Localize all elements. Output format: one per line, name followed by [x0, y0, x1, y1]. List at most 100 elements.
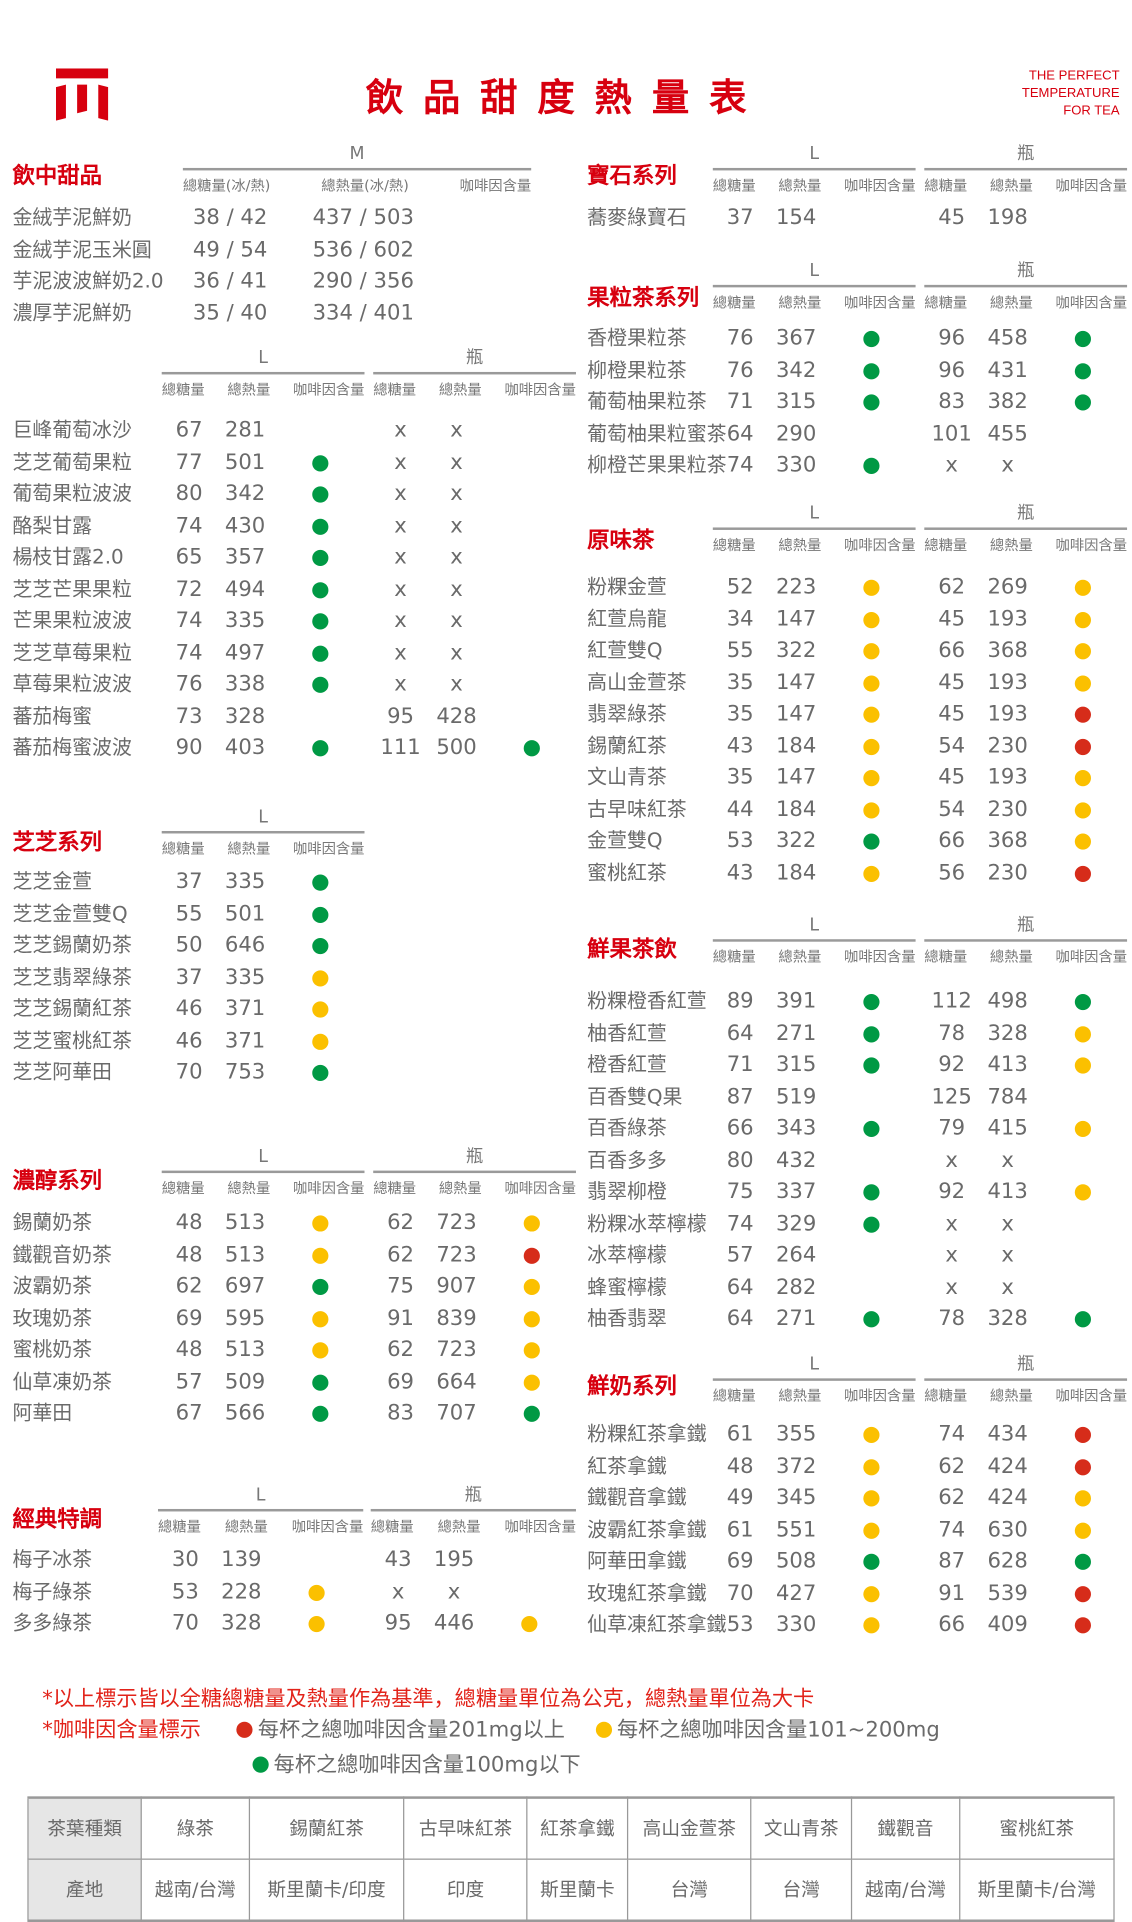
caffeine-yellow-dot-icon [862, 643, 879, 660]
size-label: 瓶 [464, 1485, 483, 1506]
size-label: 瓶 [465, 348, 484, 369]
calorie-value: 646 [224, 932, 266, 958]
caffeine-green-dot-icon [311, 1064, 328, 1082]
drink-name: 仙草凍奶茶 [12, 1369, 112, 1393]
caffeine-green-dot-icon [311, 937, 328, 955]
green-dot-icon [252, 1756, 269, 1773]
caffeine-green-dot-icon [1074, 362, 1091, 379]
column-header: 咖啡因含量 [504, 1517, 576, 1536]
calorie-value: 509 [224, 1369, 266, 1394]
sugar-value: 66 [938, 1612, 966, 1638]
size-label: L [809, 144, 820, 165]
calorie-value: 784 [987, 1084, 1028, 1110]
caffeine-yellow-dot-icon [523, 1342, 540, 1359]
sugar-value: 95 [384, 1610, 412, 1636]
calorie-value: x [450, 449, 463, 475]
tea-type-cell: 錫蘭紅茶 [248, 1796, 405, 1860]
caffeine-red-dot-icon [1074, 865, 1091, 882]
caffeine-green-dot-icon [311, 906, 328, 923]
calorie-value: 355 [775, 1421, 817, 1447]
calorie-value: 723 [436, 1337, 477, 1363]
sugar-value: x [394, 417, 407, 443]
calorie-value: 184 [775, 860, 817, 886]
calorie-value: 315 [775, 389, 817, 415]
column-header: 總糖量 [161, 1179, 205, 1197]
sugar-value: 101 [931, 421, 972, 446]
calorie-value: 322 [775, 638, 817, 664]
calorie-value: 328 [987, 1306, 1028, 1332]
sugar-value: x [394, 513, 407, 539]
sugar-value: 62 [387, 1242, 415, 1268]
section-title: 芝芝系列 [12, 829, 103, 856]
caffeine-green-dot-icon [1074, 330, 1091, 348]
calorie-value: 269 [987, 574, 1028, 600]
sugar-value: 96 [938, 357, 966, 383]
sugar-value: 57 [175, 1369, 203, 1394]
column-header: 總糖量 [373, 1179, 417, 1197]
origin-cell: 斯里蘭卡/台灣 [958, 1858, 1115, 1922]
drink-name: 蕃茄梅蜜 [12, 703, 93, 728]
caffeine-yellow-dot-icon [1074, 674, 1091, 692]
column-header: 總糖量 [370, 1517, 414, 1536]
caffeine-green-dot-icon [311, 740, 328, 757]
column-headers: 總糖量 總熱量 咖啡因含量 [924, 948, 1127, 965]
drink-name: 玫瑰奶茶 [12, 1305, 93, 1330]
tea-type-cell: 鐵觀音 [850, 1796, 961, 1860]
caffeine-green-dot-icon [523, 740, 540, 757]
size-label: L [809, 261, 820, 282]
size-label: L [258, 348, 268, 369]
sugar-value: 35 / 40 [192, 300, 268, 326]
tagline-line: TEMPERATURE [1021, 85, 1120, 101]
sugar-value: 53 [726, 828, 754, 854]
caffeine-yellow-dot-icon [311, 1215, 328, 1232]
drink-name: 芝芝金萱雙Q [12, 901, 128, 925]
calorie-value: 154 [775, 205, 817, 231]
calorie-value: 432 [775, 1147, 817, 1173]
drink-name: 金絨芋泥鮮奶 [12, 205, 132, 229]
drink-name: 鐵觀音奶茶 [12, 1242, 112, 1266]
calorie-value: 193 [987, 669, 1028, 695]
tea-type-header: 茶葉種類 [27, 1796, 142, 1860]
calorie-value: 697 [224, 1273, 266, 1299]
sugar-value: x [945, 1242, 958, 1268]
calorie-value: x [450, 671, 463, 697]
sugar-value: 64 [726, 1020, 754, 1046]
drink-name: 波霸奶茶 [12, 1273, 93, 1298]
sugar-value: 43 [726, 733, 754, 759]
drink-name: 翡翠柳橙 [587, 1179, 667, 1203]
sugar-value: 48 [175, 1210, 203, 1236]
tea-type-cell: 蜜桃紅茶 [958, 1796, 1115, 1860]
calorie-value: 328 [221, 1610, 262, 1636]
caffeine-green-dot-icon [311, 454, 328, 471]
drink-name: 玫瑰紅茶拿鐵 [587, 1580, 707, 1605]
sugar-value: 50 [175, 932, 203, 958]
calorie-value: 501 [224, 449, 266, 475]
tagline-line: THE PERFECT [1028, 68, 1120, 84]
drink-name: 芝芝阿華田 [12, 1059, 112, 1084]
calorie-value: 839 [436, 1305, 477, 1331]
sugar-value: x [394, 671, 407, 697]
caffeine-green-dot-icon [862, 1057, 879, 1074]
sugar-value: 75 [387, 1273, 415, 1299]
size-divider [712, 527, 916, 530]
column-header: 咖啡因含量 [844, 947, 916, 966]
caffeine-yellow-dot-icon [311, 1310, 328, 1327]
sugar-value: 70 [171, 1610, 199, 1636]
calorie-value: 415 [987, 1115, 1028, 1141]
legend-yellow-text: 每杯之總咖啡因含量101~200mg [616, 1717, 940, 1743]
sugar-value: x [394, 608, 407, 634]
caffeine-yellow-dot-icon [311, 1247, 328, 1264]
drink-name: 蜜桃奶茶 [12, 1337, 93, 1361]
calorie-value: 264 [775, 1242, 817, 1268]
sugar-value: 62 [938, 1485, 966, 1511]
calorie-value: 193 [987, 606, 1028, 632]
sugar-value: 69 [175, 1305, 203, 1331]
caffeine-yellow-dot-icon [1074, 611, 1091, 628]
calorie-value: x [450, 513, 463, 539]
size-label: L [258, 1146, 268, 1167]
calorie-value: 357 [224, 544, 266, 570]
drink-name: 芝芝蜜桃紅茶 [12, 1028, 132, 1052]
calorie-value: 342 [224, 481, 266, 507]
sugar-value: 83 [387, 1400, 415, 1426]
sugar-value: 78 [938, 1306, 966, 1332]
